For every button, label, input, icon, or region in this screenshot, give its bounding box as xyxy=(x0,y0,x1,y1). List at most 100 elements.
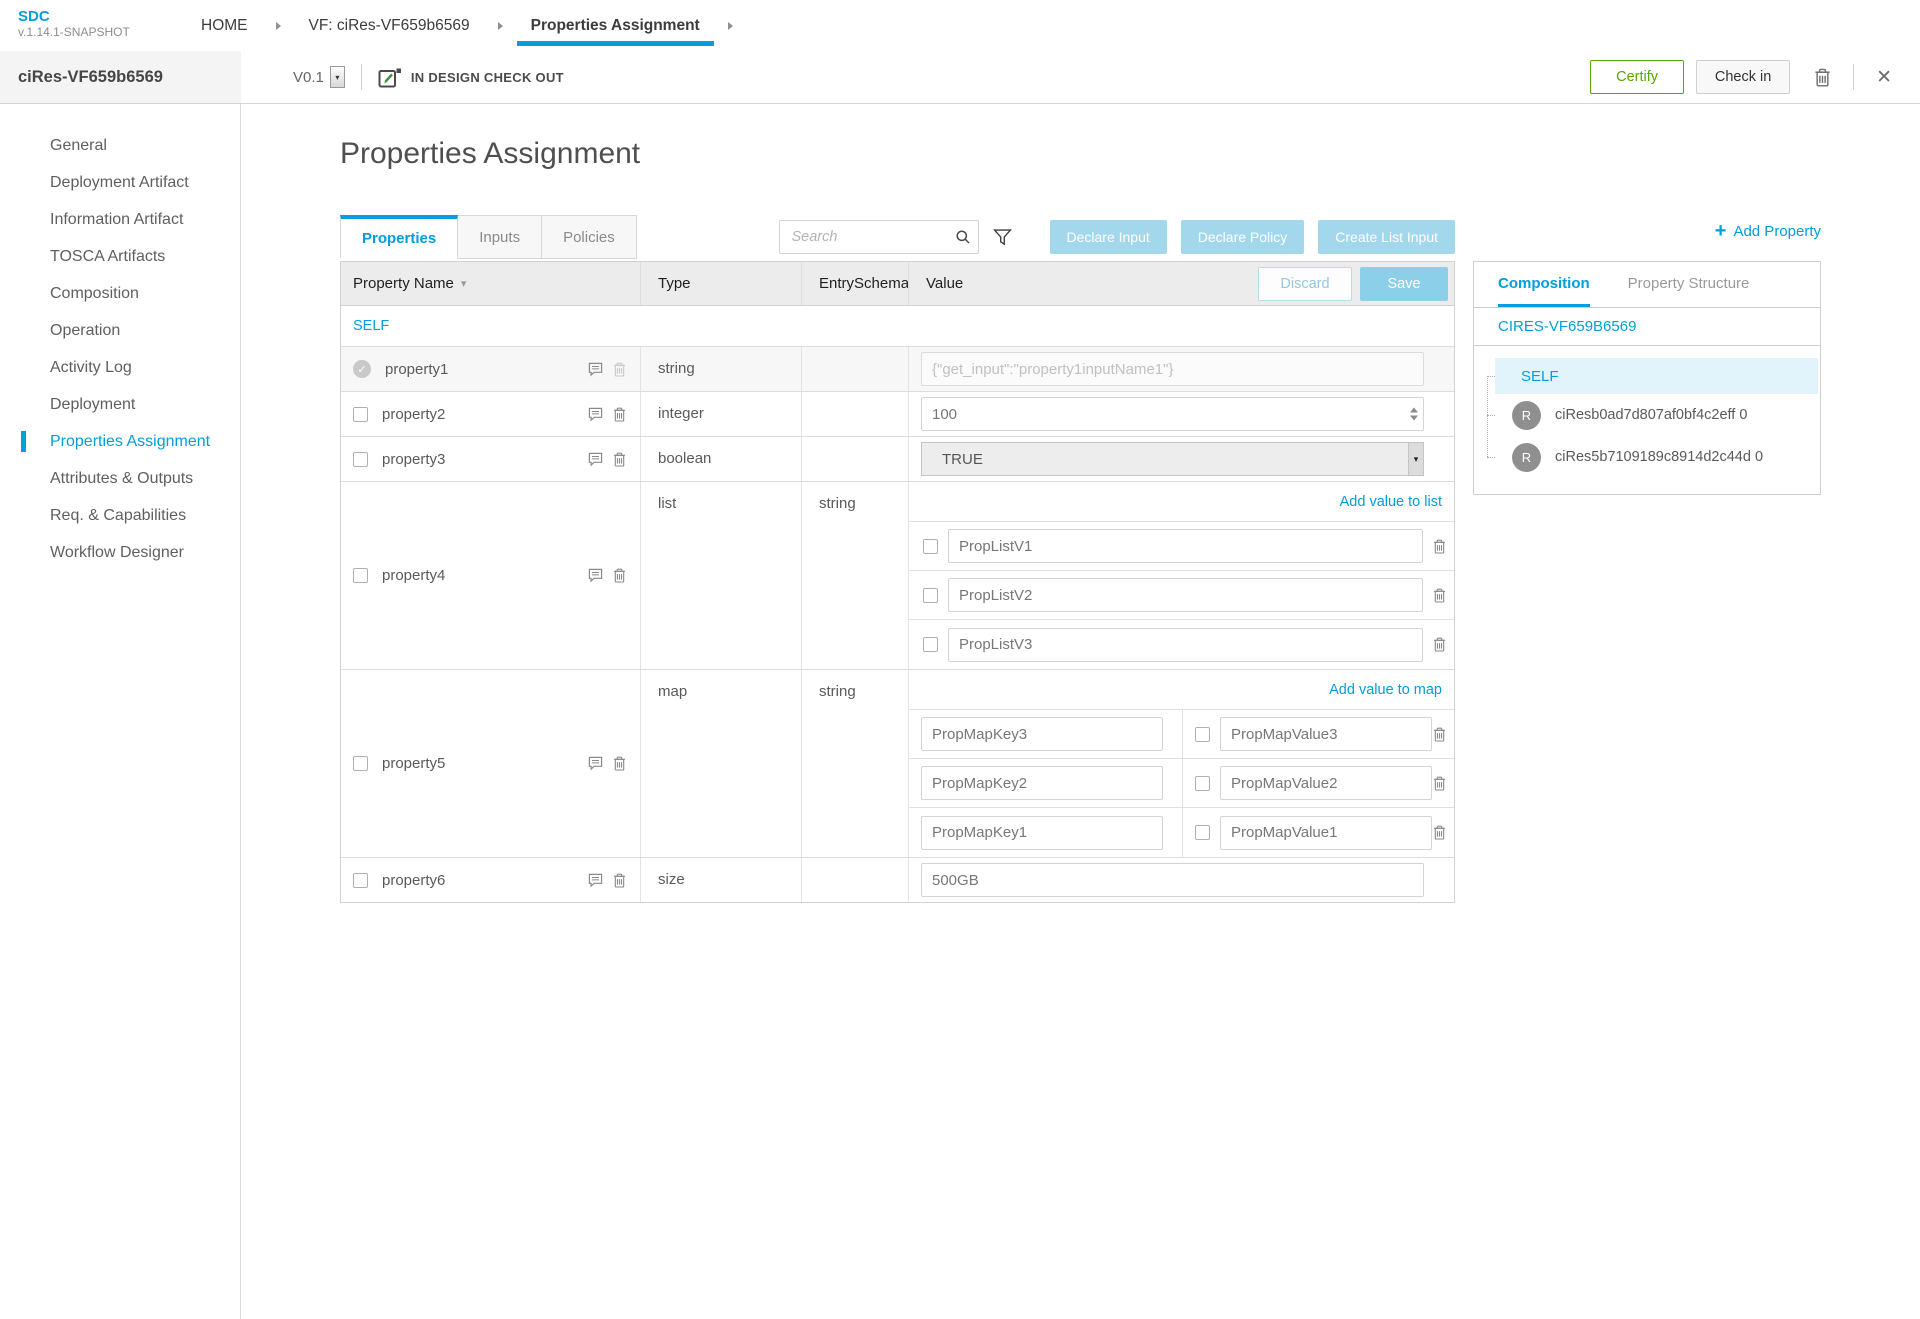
sidebar-item-tosca-artifacts[interactable]: TOSCA Artifacts xyxy=(50,248,166,265)
delete-map-value-icon[interactable] xyxy=(1433,727,1446,742)
map-value-checkbox[interactable] xyxy=(1195,726,1210,742)
delete-map-value-icon[interactable] xyxy=(1433,776,1446,791)
map-value-input[interactable] xyxy=(1220,815,1432,850)
sidebar-item-deployment-artifact[interactable]: Deployment Artifact xyxy=(50,174,189,191)
map-value-checkbox[interactable] xyxy=(1195,825,1210,840)
delete-property-icon[interactable] xyxy=(613,568,626,583)
declare-actions: Declare Input Declare Policy Create List I… xyxy=(1036,220,1455,254)
list-value-input[interactable] xyxy=(948,578,1423,612)
list-value-checkbox[interactable] xyxy=(923,637,938,652)
breadcrumb-arrow-icon xyxy=(497,21,503,30)
list-value-input[interactable] xyxy=(948,627,1423,662)
component-name[interactable]: CIRES-VF659B6569 xyxy=(1474,308,1820,346)
add-value-to-map-link[interactable]: Add value to map xyxy=(1329,681,1442,698)
property-checkbox[interactable] xyxy=(353,406,368,422)
delete-property-icon[interactable] xyxy=(613,407,626,422)
close-icon[interactable]: ✕ xyxy=(1870,60,1898,95)
property-checkbox[interactable] xyxy=(353,451,368,467)
tab-inputs[interactable]: Inputs xyxy=(458,215,543,259)
save-button[interactable]: Save xyxy=(1360,267,1448,301)
tab-policies[interactable]: Policies xyxy=(542,215,637,259)
delete-property-icon[interactable] xyxy=(613,873,626,888)
comment-icon[interactable] xyxy=(588,568,603,583)
group-row-self[interactable]: SELF xyxy=(353,318,390,334)
property-checkbox[interactable] xyxy=(353,568,368,583)
comment-icon[interactable] xyxy=(588,756,603,771)
delete-list-value-icon[interactable] xyxy=(1433,588,1446,603)
column-header-entryschema: EntrySchema xyxy=(801,262,909,305)
check-in-button[interactable]: Check in xyxy=(1696,60,1791,94)
panel-tabs: Composition Property Structure xyxy=(1474,262,1820,308)
property-value-input xyxy=(921,352,1424,386)
delete-icon[interactable] xyxy=(1808,62,1837,93)
sidebar-item-general[interactable]: General xyxy=(50,137,107,154)
sidebar-item-workflow-designer[interactable]: Workflow Designer xyxy=(50,544,184,561)
sidebar-item-activity-log[interactable]: Activity Log xyxy=(50,359,132,376)
property-checkbox[interactable] xyxy=(353,872,368,888)
declare-input-button[interactable]: Declare Input xyxy=(1049,220,1167,254)
number-spinner-icon[interactable] xyxy=(1410,407,1418,421)
list-value-input[interactable] xyxy=(948,529,1423,563)
delete-list-value-icon[interactable] xyxy=(1433,637,1446,652)
panel-tab-composition[interactable]: Composition xyxy=(1498,262,1590,307)
sort-icon[interactable]: ▾ xyxy=(460,278,467,290)
map-key-input[interactable] xyxy=(921,766,1163,800)
property-name: property4 xyxy=(382,567,446,584)
add-value-to-list-link[interactable]: Add value to list xyxy=(1339,493,1442,510)
map-key-input[interactable] xyxy=(921,717,1163,751)
breadcrumb-home[interactable]: HOME xyxy=(201,16,248,34)
property-checkbox[interactable] xyxy=(353,756,368,771)
map-key-input[interactable] xyxy=(921,815,1163,850)
property-value-select[interactable]: TRUE ▾ xyxy=(921,442,1424,476)
comment-icon[interactable] xyxy=(588,362,603,377)
tree-node-resource[interactable]: R ciRes5b7109189c8914d2c44d 0 xyxy=(1487,436,1818,478)
delete-map-value-icon[interactable] xyxy=(1433,825,1446,840)
list-value-checkbox[interactable] xyxy=(923,587,938,603)
select-arrow-icon: ▾ xyxy=(1408,443,1423,475)
workspace-header: ciRes-VF659b6569 V0.1 ▾ IN DESIGN CHECK … xyxy=(0,51,1920,104)
search-input[interactable] xyxy=(778,220,979,254)
sidebar-item-deployment[interactable]: Deployment xyxy=(50,396,136,413)
filter-icon[interactable] xyxy=(992,228,1012,247)
property-value-input[interactable] xyxy=(921,863,1424,897)
property-value-input[interactable] xyxy=(921,397,1424,431)
breadcrumb-properties-assignment[interactable]: Properties Assignment xyxy=(516,0,714,51)
comment-icon[interactable] xyxy=(588,407,603,422)
list-value-checkbox[interactable] xyxy=(923,538,938,554)
breadcrumb-vf-cires-vf659b6569[interactable]: VF: ciRes-VF659b6569 xyxy=(308,16,470,34)
panel-tab-property-structure[interactable]: Property Structure xyxy=(1627,274,1750,292)
sidebar-item-req-capabilities[interactable]: Req. & Capabilities xyxy=(50,507,187,524)
delete-property-icon[interactable] xyxy=(613,452,626,467)
delete-property-icon[interactable] xyxy=(613,756,626,771)
map-value-row xyxy=(909,759,1454,808)
entity-header: ciRes-VF659b6569 xyxy=(0,51,241,104)
add-property-button[interactable]: + Add Property xyxy=(1715,221,1821,241)
map-value-row xyxy=(909,808,1454,857)
sidebar-item-properties-assignment[interactable]: Properties Assignment xyxy=(0,423,240,460)
property-name: property6 xyxy=(382,871,446,889)
sidebar-item-information-artifact[interactable]: Information Artifact xyxy=(50,211,184,228)
map-value-input[interactable] xyxy=(1220,766,1432,800)
sidebar-item-attributes-outputs[interactable]: Attributes & Outputs xyxy=(50,470,194,487)
discard-button[interactable]: Discard xyxy=(1258,267,1352,301)
sidebar-item-composition[interactable]: Composition xyxy=(50,285,139,302)
version-dropdown[interactable]: ▾ xyxy=(329,66,345,88)
comment-icon[interactable] xyxy=(588,452,603,467)
certify-button[interactable]: Certify xyxy=(1590,60,1685,94)
sidebar-item-operation[interactable]: Operation xyxy=(50,322,121,339)
tree-node-self[interactable]: SELF xyxy=(1487,358,1818,394)
map-value-input[interactable] xyxy=(1220,717,1432,751)
create-list-input-button[interactable]: Create List Input xyxy=(1318,220,1455,254)
property-entry-schema: string xyxy=(801,482,908,669)
map-value-checkbox[interactable] xyxy=(1195,775,1210,791)
comment-icon[interactable] xyxy=(588,873,603,888)
declare-policy-button[interactable]: Declare Policy xyxy=(1180,220,1305,254)
tab-properties[interactable]: Properties xyxy=(340,215,459,259)
version-label: V0.1 xyxy=(293,68,324,86)
search-icon[interactable] xyxy=(955,229,971,250)
tree-node-resource[interactable]: R ciResb0ad7d807af0bf4c2eff 0 xyxy=(1487,394,1818,436)
delete-list-value-icon[interactable] xyxy=(1433,539,1446,554)
controls-row: Properties Inputs Policies xyxy=(340,215,1455,259)
sdc-logo[interactable]: SDC v.1.14.1-SNAPSHOT xyxy=(0,0,195,51)
